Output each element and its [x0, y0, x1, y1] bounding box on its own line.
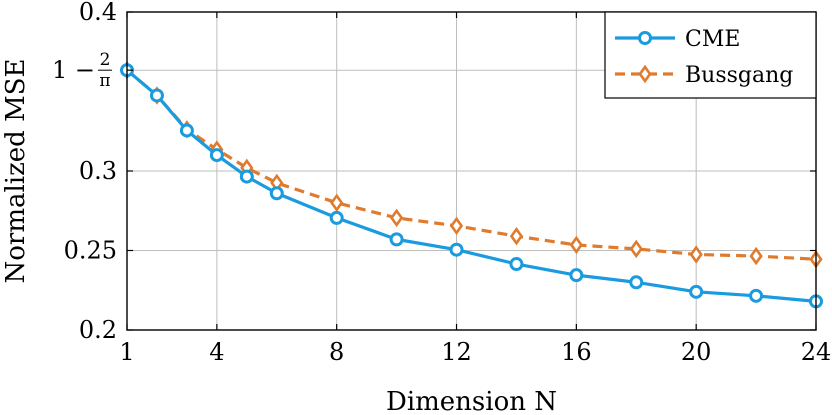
y-tick-label: 0.25	[64, 237, 117, 265]
legend-entry-cme: CME	[615, 27, 740, 52]
data-point-diamond	[689, 245, 703, 264]
legend-box	[604, 11, 817, 99]
y-axis-title: Normalized MSE	[1, 58, 31, 283]
data-point-circle	[449, 242, 464, 257]
x-tick-label: 4	[209, 338, 224, 366]
data-point-circle	[638, 31, 652, 45]
y-tick-label: 1 −2π	[52, 50, 112, 91]
series-line	[125, 68, 817, 261]
x-tick-label: 24	[801, 338, 832, 366]
series-cme	[120, 63, 823, 309]
data-point-circle	[179, 123, 194, 138]
x-tick-label: 12	[441, 338, 472, 366]
series-layer	[120, 60, 823, 309]
x-tick-label: 20	[681, 338, 712, 366]
data-point-diamond	[638, 64, 652, 84]
y-tick-label-numerator: 2	[100, 50, 111, 70]
data-point-circle	[689, 284, 704, 299]
legend: CME Bussgang	[604, 11, 817, 99]
legend-entries: CME Bussgang	[615, 27, 793, 88]
x-axis-title: Dimension N	[386, 387, 557, 415]
data-point-circle	[209, 148, 224, 163]
x-tick-label: 16	[561, 338, 592, 366]
y-tick-label: 0.3	[79, 157, 117, 185]
y-tick-label-prefix: 1 −	[52, 56, 95, 84]
data-point-diamond	[629, 239, 643, 259]
data-point-diamond	[330, 193, 344, 213]
series-line	[125, 68, 817, 303]
x-tick-label: 1	[119, 338, 134, 366]
data-point-circle	[239, 169, 254, 184]
data-point-circle	[749, 288, 764, 303]
data-point-circle	[389, 232, 404, 247]
x-tick-label: 8	[329, 338, 344, 366]
legend-entry-bussgang: Bussgang	[615, 63, 793, 88]
data-point-diamond	[449, 216, 464, 236]
data-point-diamond	[569, 235, 583, 255]
data-point-circle	[329, 210, 344, 225]
legend-label: Bussgang	[685, 63, 793, 88]
data-point-circle	[569, 268, 584, 283]
data-point-diamond	[390, 208, 404, 228]
data-point-circle	[509, 257, 524, 272]
y-tick-label-denominator: π	[99, 71, 110, 91]
data-point-diamond	[509, 226, 524, 246]
data-point-circle	[269, 186, 284, 201]
tick-labels: 1 4 8 12 16 20 24 0.2 0.25 0.3 1 −2π 0.4	[52, 0, 831, 366]
data-point-diamond	[749, 246, 763, 266]
data-point-circle	[629, 275, 644, 290]
data-point-circle	[149, 88, 164, 103]
legend-label: CME	[685, 27, 740, 52]
y-tick-label: 0.2	[79, 316, 117, 344]
y-tick-label: 0.4	[79, 0, 117, 26]
